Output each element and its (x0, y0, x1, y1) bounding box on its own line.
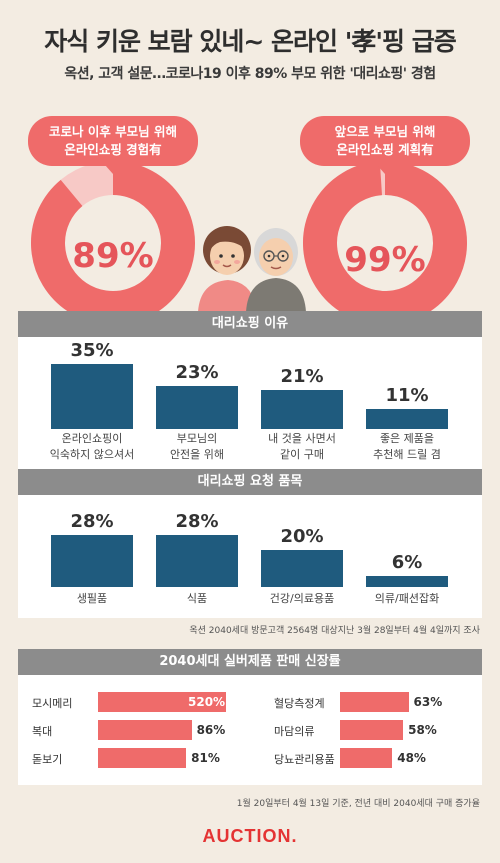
bar-label-1-3: 의류/패션잡화 (342, 591, 472, 607)
bubble-left-line2: 온라인쇼핑 경험有 (64, 142, 162, 157)
bar-1-1 (156, 535, 238, 587)
growth-bar-1 (98, 720, 192, 740)
growth-label-2: 돋보기 (32, 753, 63, 766)
growth-label-5: 당뇨관리용품 (274, 753, 335, 766)
page-subtitle: 옥션, 고객 설문…코로나19 이후 89% 부모 위한 '대리쇼핑' 경험 (64, 66, 436, 82)
donut-chart-left (28, 158, 198, 328)
growth-value-0: 520% (188, 695, 226, 709)
bar-label-line: 부모님의 (176, 432, 218, 445)
bar-label-line: 온라인쇼핑이 (61, 432, 123, 445)
bar-label-1-0: 생필품 (27, 591, 157, 607)
bubble-right-line2: 온라인쇼핑 계획有 (336, 142, 434, 157)
bar-value-0-0: 35% (70, 340, 114, 362)
donut-chart-right (300, 158, 470, 328)
bar-label-line: 안전을 위해 (169, 448, 225, 461)
stat-bubble-right: 앞으로 부모님 위해 온라인쇼핑 계획有 (300, 116, 470, 174)
mother-icon (198, 226, 256, 312)
bubble-left-line1: 코로나 이후 부모님 위해 (48, 124, 178, 139)
growth-header: 2040세대 실버제품 판매 신장률 (18, 649, 482, 675)
donut-left-value: 89% (72, 236, 154, 276)
items-header: 대리쇼핑 요청 품목 (18, 469, 482, 495)
growth-value-1: 86% (196, 723, 226, 737)
bar-value-1-0: 28% (70, 511, 114, 533)
growth-bar-0 (98, 692, 226, 712)
auction-logo: AUCTION. (202, 826, 298, 846)
stat-bubble-left: 코로나 이후 부모님 위해 온라인쇼핑 경험有 (28, 116, 198, 174)
page-title: 자식 키운 보람 있네~ 온라인 '孝'핑 급증 (44, 27, 456, 56)
growth-bar-4 (340, 720, 404, 740)
bar-value-0-1: 23% (175, 362, 219, 384)
growth-label-4: 마담의류 (274, 725, 315, 738)
bar-label-line: 익숙하지 않으셔서 (49, 448, 135, 461)
bar-label-line: 식품 (186, 592, 208, 605)
bar-1-0 (51, 535, 133, 587)
bar-0-3 (366, 408, 448, 429)
bar-label-line: 좋은 제품을 (379, 432, 435, 445)
bar-0-0 (51, 364, 133, 429)
growth-value-2: 81% (191, 751, 220, 765)
growth-bar-2 (98, 748, 187, 768)
bar-value-0-3: 11% (385, 384, 429, 406)
bar-0-1 (156, 386, 238, 429)
growth-value-5: 48% (397, 751, 426, 765)
parents-illustration (190, 212, 310, 312)
bar-label-line: 생필품 (76, 592, 108, 605)
bar-value-1-2: 20% (280, 526, 324, 547)
father-icon (246, 228, 306, 312)
growth-bar-3 (340, 692, 409, 712)
bar-value-1-1: 28% (175, 511, 219, 533)
bar-1-2 (261, 550, 343, 587)
bar-value-0-2: 21% (280, 366, 324, 388)
growth-panel: 모시메리 520% 복대 86% 돋보기 81% 혈당측정계 63% 마담의류 58% 당뇨관리용품… (18, 675, 482, 785)
items-panel: 28% 생필품 28% 식품 20% 건강/의료용품 6% 의류/패션잡화 (18, 495, 482, 618)
growth-value-3: 63% (413, 695, 443, 709)
bar-label-line: 내 것을 사면서 (268, 432, 336, 445)
bar-1-3 (366, 575, 448, 587)
bubble-right-line1: 앞으로 부모님 위해 (334, 124, 436, 139)
growth-note: 1월 20일부터 4월 13일 기준, 전년 대비 2040세대 구매 증가율 (236, 799, 480, 809)
bar-label-line: 추천해 드릴 겸 (373, 448, 441, 461)
reasons-header: 대리쇼핑 이유 (18, 311, 482, 337)
bar-label-1-1: 식품 (132, 591, 262, 607)
growth-label-3: 혈당측정계 (274, 697, 325, 710)
donut-right-value: 99% (344, 240, 426, 280)
growth-value-4: 58% (408, 723, 437, 737)
bar-0-2 (261, 390, 343, 429)
bar-label-line: 건강/의료용품 (269, 592, 335, 605)
survey-note: 옥션 2040세대 방문고객 2564명 대상지난 3월 28일부터 4월 4일… (189, 626, 480, 636)
growth-bar-5 (340, 748, 393, 768)
growth-label-0: 모시메리 (32, 697, 73, 710)
bar-label-line: 의류/패션잡화 (374, 592, 440, 605)
bar-label-line: 같이 구매 (280, 448, 324, 461)
growth-label-1: 복대 (32, 725, 53, 738)
bar-value-1-3: 6% (391, 551, 423, 573)
bar-label-1-2: 건강/의료용품 (237, 591, 367, 607)
